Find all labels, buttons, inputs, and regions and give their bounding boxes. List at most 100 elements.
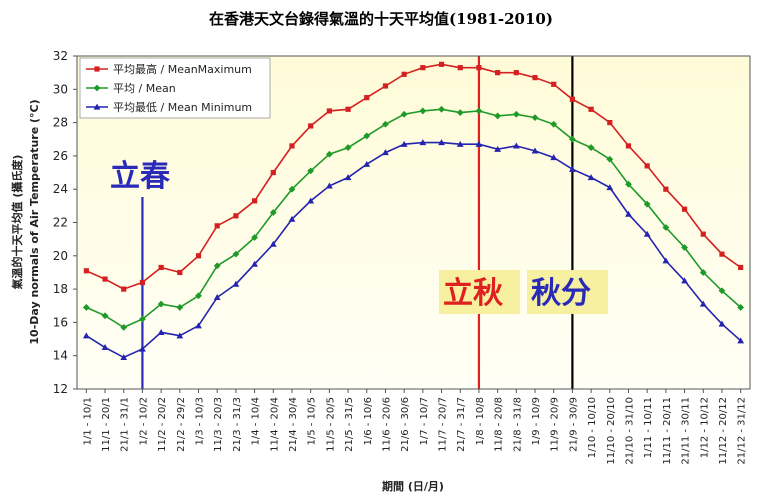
data-point: [213, 262, 221, 270]
data-point: [401, 71, 407, 77]
data-point: [251, 198, 258, 204]
x-tick-label: 21/11 - 30/11: [681, 397, 692, 465]
data-point: [643, 200, 651, 208]
data-point: [233, 213, 239, 219]
data-point: [551, 81, 557, 87]
series-1: [82, 105, 745, 331]
annotation-3: 立春: [110, 159, 170, 194]
data-point: [102, 276, 108, 282]
data-point: [364, 95, 370, 101]
data-point: [588, 106, 594, 112]
annotation-label: 秋分: [531, 276, 591, 311]
data-point: [344, 174, 352, 181]
data-point: [475, 140, 483, 147]
data-point: [251, 234, 258, 241]
data-point: [419, 139, 427, 146]
legend: 平均最高 / MeanMaximum 平均 / Mean 平均最低 / Mean M…: [79, 57, 271, 119]
annotation-highlight: [527, 270, 608, 314]
legend-label: 平均 / Mean: [113, 82, 176, 95]
data-point: [195, 322, 202, 329]
data-point: [139, 315, 146, 323]
data-point: [569, 135, 576, 143]
data-point: [456, 140, 464, 147]
data-point: [213, 294, 221, 301]
data-point: [512, 110, 520, 118]
data-point: [82, 304, 90, 311]
data-point: [681, 277, 688, 284]
data-point: [157, 300, 165, 308]
x-tick-label: 11/8 - 20/8: [494, 397, 505, 452]
data-point: [513, 70, 519, 76]
x-tick-label: 11/6 - 20/6: [381, 397, 392, 452]
data-point: [681, 206, 688, 212]
x-axis-label: 期間 (日/月): [382, 479, 444, 493]
chart-title: 在香港天文台錄得氣溫的十天平均值(1981-2010): [209, 10, 553, 28]
data-point: [139, 345, 146, 352]
data-point: [269, 209, 277, 216]
data-point: [382, 83, 389, 89]
x-tick-label: 1/7 - 10/7: [419, 397, 430, 446]
x-tick-label: 21/12 - 31/12: [737, 397, 748, 465]
annotation-21: 立秋: [439, 270, 520, 314]
data-point: [531, 147, 539, 154]
data-point: [363, 160, 371, 167]
data-point: [382, 149, 389, 156]
data-point: [718, 287, 726, 295]
annotation-highlight: [439, 270, 520, 314]
data-point: [587, 144, 595, 151]
data-point: [288, 215, 296, 222]
x-tick-label: 1/5 - 10/5: [307, 397, 318, 446]
data-point: [438, 139, 445, 146]
legend-label: 平均最高 / MeanMaximum: [113, 62, 252, 76]
x-tick-label: 21/1 - 31/1: [120, 397, 131, 452]
y-tick-label: 18: [53, 282, 68, 296]
data-point: [232, 250, 240, 258]
data-point: [382, 120, 389, 128]
data-point: [158, 264, 164, 271]
x-tick-label: 21/8 - 31/8: [512, 397, 523, 452]
x-tick-label: 1/8 - 10/8: [475, 397, 486, 446]
x-tick-label: 11/11 - 20/11: [662, 397, 673, 465]
data-point: [400, 140, 408, 147]
x-tick-label: 11/9 - 20/9: [550, 397, 561, 452]
data-point: [457, 65, 463, 71]
x-tick-label: 21/6 - 30/6: [400, 397, 411, 452]
data-point: [494, 112, 502, 120]
y-tick-label: 20: [53, 249, 68, 263]
data-point: [344, 144, 352, 151]
legend-item: 平均 / Mean: [86, 82, 176, 95]
data-point: [308, 123, 314, 129]
data-point: [289, 143, 295, 149]
series-0: [83, 61, 744, 292]
data-point: [157, 328, 165, 335]
data-point: [101, 312, 109, 320]
legend-marker: [94, 66, 100, 72]
data-point: [587, 174, 595, 181]
data-point: [400, 110, 408, 118]
data-point: [345, 106, 351, 112]
data-point: [120, 353, 128, 360]
data-point: [326, 108, 332, 114]
data-point: [214, 223, 220, 229]
x-tick-label: 1/4 - 10/4: [251, 397, 262, 446]
x-tick-label: 21/7 - 31/7: [456, 397, 467, 452]
data-point: [531, 114, 539, 122]
data-point: [176, 332, 184, 339]
x-tick-label: 1/10 - 10/10: [587, 397, 598, 458]
data-point: [625, 143, 632, 149]
data-point: [569, 165, 576, 172]
annotation-label: 立春: [110, 159, 170, 194]
x-tick-label: 21/9 - 30/9: [568, 397, 579, 452]
data-point: [363, 132, 371, 140]
data-point: [251, 260, 258, 267]
x-tick-label: 21/5 - 31/5: [344, 397, 355, 452]
data-point: [606, 155, 614, 163]
x-tick-label: 21/2 - 29/2: [176, 397, 187, 452]
data-point: [232, 280, 240, 287]
data-point: [438, 61, 445, 67]
data-point: [663, 186, 669, 192]
x-tick-label: 11/12 - 20/12: [718, 397, 729, 465]
data-point: [718, 320, 726, 327]
